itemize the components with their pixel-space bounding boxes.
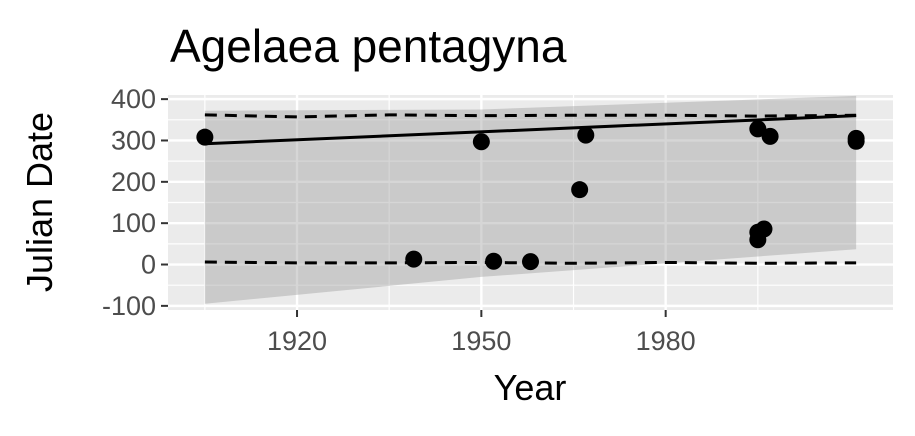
y-axis: -100 0 100 200 300 400 bbox=[102, 84, 168, 321]
confidence-band bbox=[204, 95, 857, 304]
y-tick-label: 0 bbox=[141, 250, 156, 280]
x-axis-title: Year bbox=[494, 367, 567, 408]
trend-line bbox=[204, 114, 857, 146]
y-tick-label: 100 bbox=[111, 208, 156, 238]
data-point bbox=[577, 126, 595, 144]
x-tick-label: 1980 bbox=[636, 326, 696, 356]
x-tick-label: 1920 bbox=[267, 326, 327, 356]
data-point bbox=[761, 127, 779, 145]
data-point bbox=[405, 250, 423, 268]
point-layer bbox=[196, 120, 865, 271]
y-tick-label: 200 bbox=[111, 167, 156, 197]
y-axis-title: Julian Date bbox=[19, 112, 60, 292]
data-point bbox=[522, 253, 539, 271]
y-tick-label: 400 bbox=[111, 84, 156, 114]
chart-title: Agelaea pentagyna bbox=[170, 20, 567, 72]
data-point bbox=[485, 252, 503, 270]
data-point bbox=[196, 128, 214, 146]
x-tick-label: 1950 bbox=[451, 326, 511, 356]
data-point bbox=[571, 181, 589, 199]
data-point bbox=[847, 129, 865, 147]
y-tick-label: 300 bbox=[111, 125, 156, 155]
data-point bbox=[755, 220, 773, 238]
confidence-band-layer bbox=[204, 95, 857, 304]
data-point bbox=[749, 120, 767, 138]
quantile-line bbox=[204, 113, 857, 119]
y-tick-label: -100 bbox=[102, 291, 156, 321]
x-axis: 1920 1950 1980 bbox=[267, 310, 696, 356]
data-point bbox=[472, 133, 490, 151]
